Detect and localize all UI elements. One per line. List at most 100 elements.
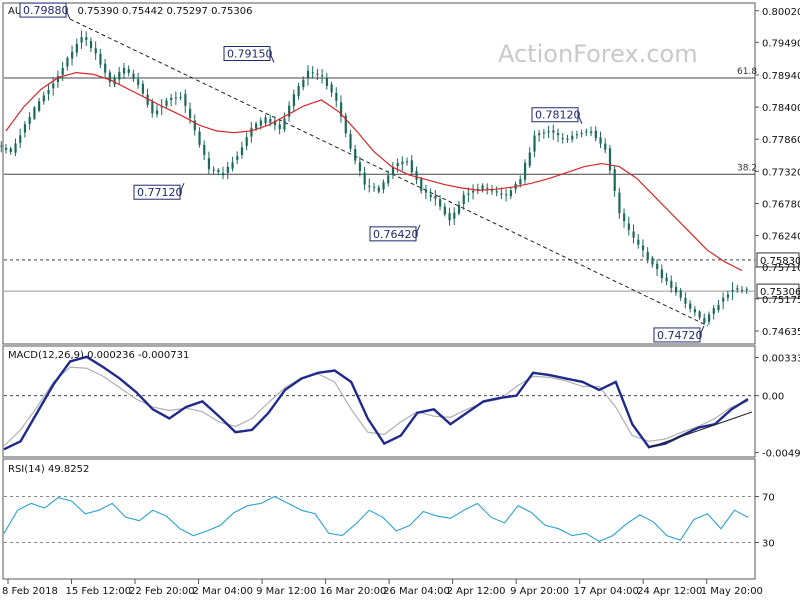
candle-body <box>632 231 635 238</box>
price-label: 0.74720 <box>657 329 703 342</box>
candle-body <box>259 120 262 126</box>
x-tick-label: 16 Mar 20:00 <box>320 586 387 597</box>
price-label-leader <box>699 325 705 336</box>
candle-body <box>509 190 513 197</box>
candle-body <box>580 133 583 135</box>
candle-body <box>722 297 725 302</box>
candle-body <box>306 70 310 79</box>
price-y-tick-label: 0.75175 <box>762 295 800 306</box>
candle-body <box>689 303 692 309</box>
price-y-tick-label: 0.75710 <box>762 263 800 274</box>
candle-body <box>56 75 60 83</box>
candle-body <box>608 148 612 171</box>
candle-body <box>424 189 428 193</box>
x-tick-label: 1 May 20:00 <box>701 586 763 597</box>
candle-body <box>94 48 97 54</box>
candle-body <box>170 97 173 101</box>
candle-body <box>712 308 715 314</box>
price-y-tick-label: 0.77320 <box>762 167 800 178</box>
candle-body <box>132 73 135 80</box>
candle-body <box>207 158 211 170</box>
candle-body <box>533 135 536 152</box>
candle-body <box>19 135 22 143</box>
candle-body <box>203 144 206 155</box>
candle-body <box>335 92 338 101</box>
candle-body <box>302 79 305 88</box>
candle-body <box>127 69 130 73</box>
candle-body <box>217 170 220 173</box>
candle-body <box>382 182 385 190</box>
price-label-leader <box>179 183 185 193</box>
candle-body <box>198 131 201 145</box>
price-y-tick-label: 0.79490 <box>762 38 800 49</box>
price-label: 0.79150 <box>227 47 273 60</box>
candle-body <box>623 213 626 222</box>
x-tick-label: 17 Apr 04:00 <box>574 586 639 597</box>
candle-body <box>278 124 281 130</box>
macd-line <box>3 355 749 451</box>
candle-body <box>453 212 456 219</box>
candle-body <box>406 161 409 163</box>
macd-y-tick-label: -0.004992 <box>762 449 800 460</box>
x-tick-label: 15 Feb 12:00 <box>66 586 132 597</box>
candle-body <box>184 93 187 106</box>
price-label: 0.76420 <box>373 228 419 241</box>
price-y-tick-label: 0.74635 <box>762 327 800 338</box>
candle-body <box>472 190 475 193</box>
candle-body <box>311 72 314 74</box>
macd-y-tick-label: 0.00 <box>762 392 784 403</box>
candle-body <box>495 191 498 193</box>
candle-body <box>165 100 168 106</box>
candle-body <box>349 134 352 149</box>
candle-body <box>174 97 178 99</box>
candle-body <box>618 192 621 214</box>
x-tick-label: 22 Feb 20:00 <box>129 586 195 597</box>
candle-body <box>660 269 663 279</box>
candle-body <box>575 134 579 136</box>
x-tick-label: 2 Apr 12:00 <box>447 586 506 597</box>
candle-body <box>141 83 145 94</box>
candle-body <box>245 137 248 146</box>
candle-body <box>38 101 41 111</box>
candle-body <box>391 167 395 175</box>
candle-body <box>505 194 508 196</box>
candle-body <box>627 223 630 230</box>
rsi-line <box>3 495 749 542</box>
candle-body <box>552 130 555 133</box>
candle-body <box>297 85 300 96</box>
rsi-y-tick-label: 30 <box>762 539 775 550</box>
candle-body <box>373 186 376 188</box>
macd-y-tick-label: 0.003335 <box>762 354 800 365</box>
candle-body <box>80 37 83 43</box>
candle-body <box>321 75 324 77</box>
price-y-tick-label: 0.76780 <box>762 199 800 210</box>
candle-body <box>179 96 182 98</box>
candle-body <box>670 280 673 288</box>
price-label: 0.77120 <box>137 186 183 199</box>
candle-body <box>396 162 399 167</box>
macd-signal-line <box>3 366 749 447</box>
candle-body <box>684 297 687 304</box>
price-y-tick-label: 0.78940 <box>762 71 800 82</box>
candle-body <box>457 204 461 214</box>
candle-body <box>222 172 225 176</box>
rsi-title: RSI(14) 49.8252 <box>8 464 89 475</box>
candle-body <box>462 194 465 205</box>
candle-body <box>330 84 333 93</box>
candle-body <box>9 148 12 153</box>
price-y-tick-label: 0.77860 <box>762 135 800 146</box>
candle-body <box>146 94 149 105</box>
candle-body <box>415 171 418 180</box>
candle-body <box>47 90 50 95</box>
price-axis-tag-label: 0.75830 <box>760 256 800 267</box>
candle-body <box>344 115 347 134</box>
price-label-leader <box>415 224 421 235</box>
candle-body <box>707 314 711 322</box>
candle-body <box>500 193 503 195</box>
candle-body <box>646 252 649 259</box>
candle-body <box>420 178 423 191</box>
candle-body <box>745 289 748 291</box>
price-axis-tag-label: 0.75306 <box>760 287 800 298</box>
candle-body <box>717 305 720 311</box>
candle-body <box>599 137 602 144</box>
